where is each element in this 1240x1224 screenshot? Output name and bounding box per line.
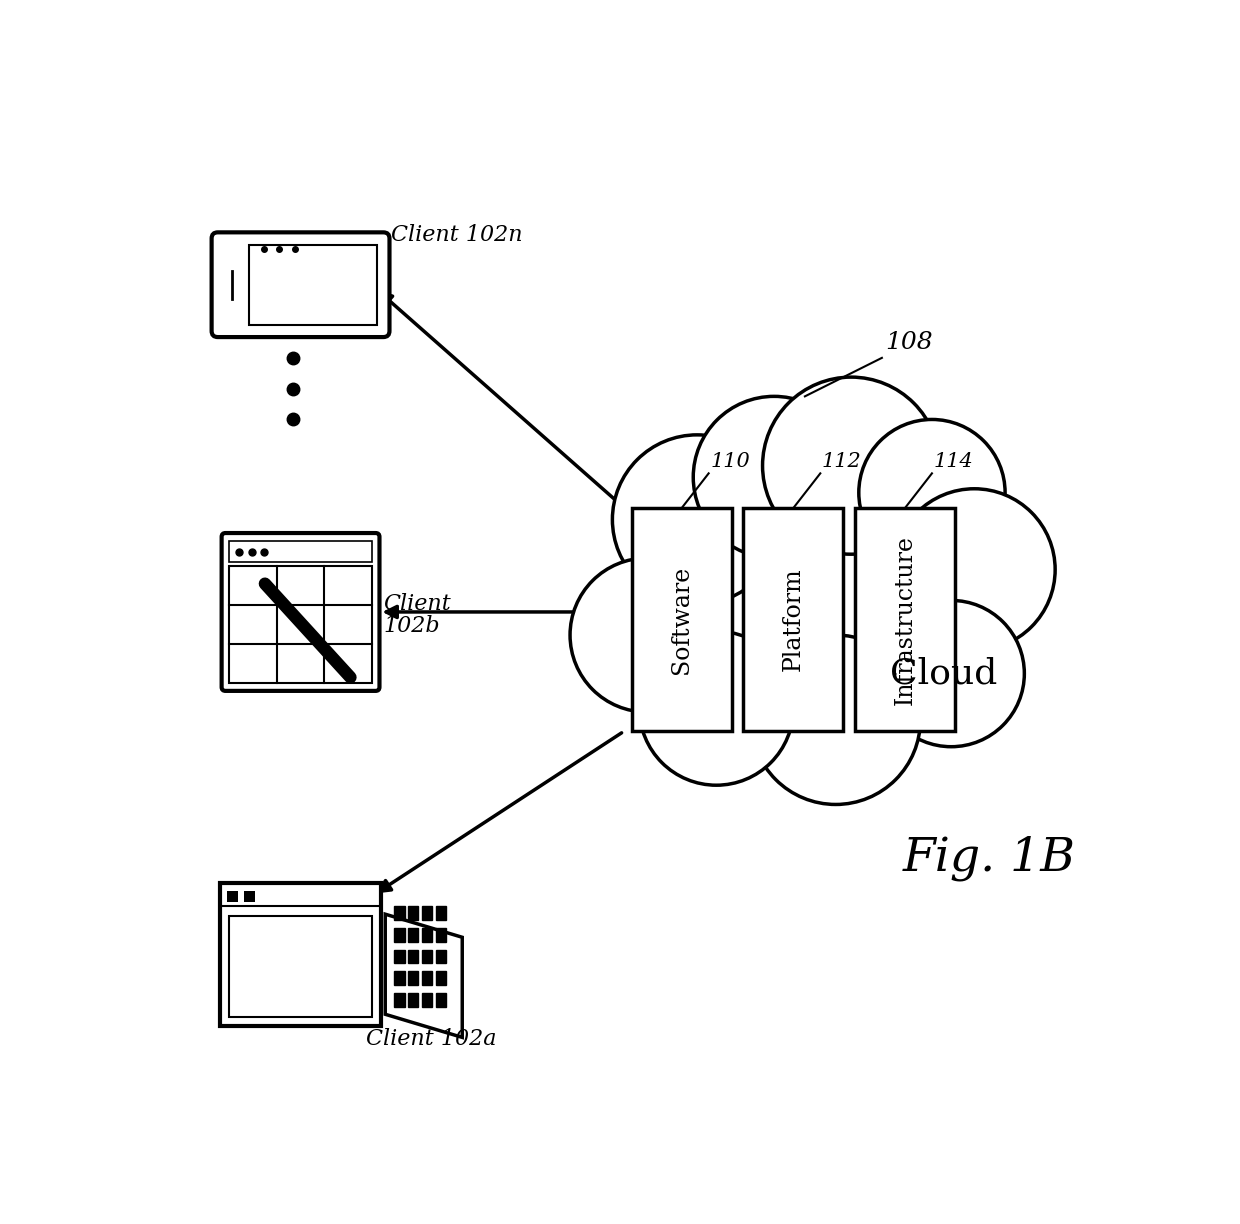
Text: Software: Software bbox=[670, 565, 693, 673]
Polygon shape bbox=[394, 907, 404, 920]
FancyBboxPatch shape bbox=[743, 508, 843, 731]
Polygon shape bbox=[422, 950, 433, 963]
Text: Cloud: Cloud bbox=[890, 656, 997, 690]
FancyBboxPatch shape bbox=[248, 245, 377, 324]
FancyBboxPatch shape bbox=[227, 891, 238, 902]
Text: 108: 108 bbox=[885, 330, 934, 354]
Polygon shape bbox=[408, 993, 418, 1006]
FancyBboxPatch shape bbox=[222, 532, 379, 690]
FancyBboxPatch shape bbox=[244, 891, 255, 902]
Polygon shape bbox=[408, 928, 418, 942]
Polygon shape bbox=[436, 993, 446, 1006]
FancyBboxPatch shape bbox=[219, 884, 382, 1026]
Text: 112: 112 bbox=[822, 452, 862, 471]
Text: 114: 114 bbox=[934, 452, 973, 471]
FancyBboxPatch shape bbox=[631, 508, 732, 731]
FancyBboxPatch shape bbox=[212, 233, 389, 337]
Text: Platform: Platform bbox=[782, 568, 805, 672]
Polygon shape bbox=[394, 928, 404, 942]
Text: Client 102n: Client 102n bbox=[391, 224, 522, 246]
FancyBboxPatch shape bbox=[229, 567, 372, 683]
Text: Infrastructure: Infrastructure bbox=[894, 535, 916, 705]
Polygon shape bbox=[408, 971, 418, 985]
Polygon shape bbox=[422, 928, 433, 942]
Polygon shape bbox=[408, 950, 418, 963]
Polygon shape bbox=[436, 971, 446, 985]
Polygon shape bbox=[408, 907, 418, 920]
Polygon shape bbox=[394, 971, 404, 985]
Polygon shape bbox=[436, 907, 446, 920]
Polygon shape bbox=[422, 907, 433, 920]
FancyBboxPatch shape bbox=[229, 541, 372, 562]
Polygon shape bbox=[422, 993, 433, 1006]
Polygon shape bbox=[422, 971, 433, 985]
Text: Client 102a: Client 102a bbox=[366, 1028, 496, 1050]
Text: 102b: 102b bbox=[383, 614, 440, 636]
Polygon shape bbox=[394, 950, 404, 963]
Text: Fig. 1B: Fig. 1B bbox=[903, 836, 1076, 881]
Text: Client: Client bbox=[383, 594, 451, 616]
Polygon shape bbox=[394, 993, 404, 1006]
FancyBboxPatch shape bbox=[229, 916, 372, 1017]
FancyBboxPatch shape bbox=[854, 508, 955, 731]
Polygon shape bbox=[436, 928, 446, 942]
Polygon shape bbox=[436, 950, 446, 963]
Text: 110: 110 bbox=[711, 452, 750, 471]
Polygon shape bbox=[386, 914, 463, 1038]
